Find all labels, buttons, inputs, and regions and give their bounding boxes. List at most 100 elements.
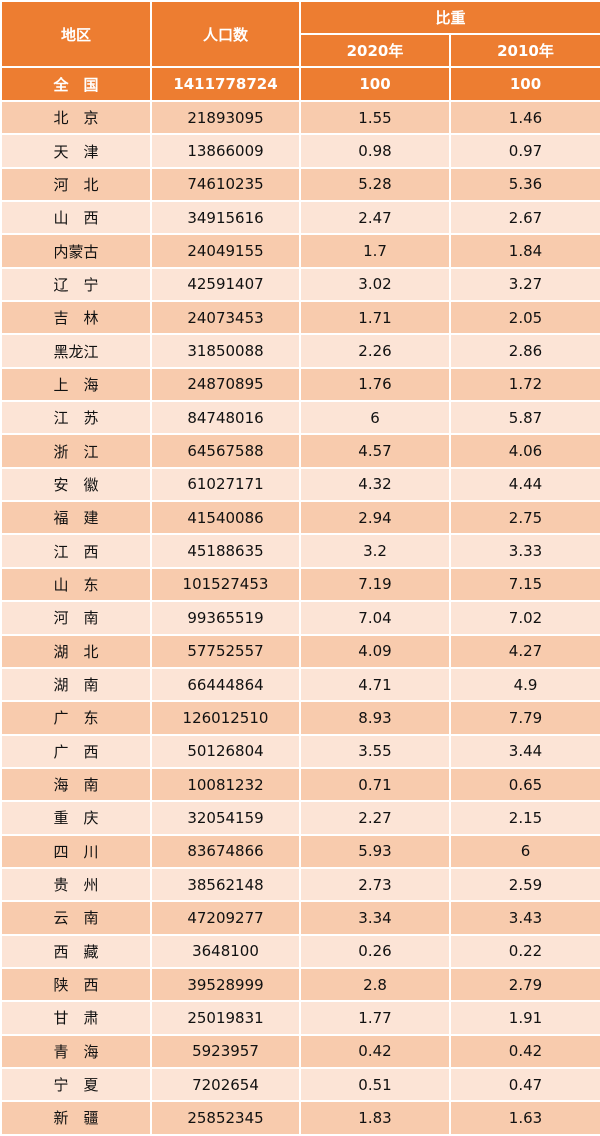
share-2020-cell: 2.94: [299, 500, 451, 536]
table-row: 湖 南 66444864 4.71 4.9: [0, 666, 600, 703]
table-row: 河 北 74610235 5.28 5.36: [0, 166, 600, 203]
table-row: 重 庆 32054159 2.27 2.15: [0, 800, 600, 836]
population-cell: 10081232: [150, 766, 301, 803]
table-row: 湖 北 57752557 4.09 4.27: [0, 633, 600, 669]
table-row: 江 苏 84748016 6 5.87: [0, 400, 600, 436]
region-cell: 江 苏: [0, 400, 152, 436]
table-row: 北 京 21893095 1.55 1.46: [0, 99, 600, 136]
population-cell: 126012510: [150, 700, 301, 736]
share-2010-cell: 7.79: [448, 700, 600, 736]
region-cell: 黑龙江: [0, 333, 152, 369]
population-cell: 39528999: [150, 966, 301, 1003]
table-row: 江 西 45188635 3.2 3.33: [0, 533, 600, 569]
share-2010-cell: 1.63: [448, 1100, 600, 1136]
share-2010-cell: 0.22: [448, 933, 600, 969]
region-cell: 陕 西: [0, 966, 152, 1003]
region-cell: 贵 州: [0, 866, 152, 903]
table-row: 西 藏 3648100 0.26 0.22: [0, 933, 600, 969]
table-row: 广 东 126012510 8.93 7.79: [0, 700, 600, 736]
share-2020-cell: 3.2: [299, 533, 451, 569]
share-2020-cell: 3.34: [299, 900, 451, 936]
population-cell: 101527453: [150, 566, 301, 603]
share-2020-cell: 2.27: [299, 800, 451, 836]
share-2010-cell: 6: [448, 833, 600, 869]
share-2020-cell: 2.26: [299, 333, 451, 369]
population-cell: 61027171: [150, 466, 301, 503]
region-cell: 山 西: [0, 200, 152, 236]
share-2010-cell: 5.87: [448, 400, 600, 436]
share-2010-cell: 7.02: [448, 600, 600, 636]
region-cell: 天 津: [0, 133, 152, 169]
share-2010-cell: 3.43: [448, 900, 600, 936]
table-row: 内蒙古 24049155 1.7 1.84: [0, 233, 600, 269]
region-cell: 重 庆: [0, 800, 152, 836]
region-cell: 湖 南: [0, 666, 152, 703]
share-2020-cell: 4.09: [299, 633, 451, 669]
share-2020-cell: 7.19: [299, 566, 451, 603]
region-cell: 云 南: [0, 900, 152, 936]
population-cell: 42591407: [150, 266, 301, 303]
region-cell: 浙 江: [0, 433, 152, 469]
population-cell: 38562148: [150, 866, 301, 903]
region-cell: 广 东: [0, 700, 152, 736]
share-2020-cell: 6: [299, 400, 451, 436]
share-2010-cell: 1.72: [448, 366, 600, 403]
share-2020-cell: 0.98: [299, 133, 451, 169]
population-cell: 24049155: [150, 233, 301, 269]
region-cell: 山 东: [0, 566, 152, 603]
share-2010-cell: 4.27: [448, 633, 600, 669]
table-row: 海 南 10081232 0.71 0.65: [0, 766, 600, 803]
share-2010-cell: 4.9: [448, 666, 600, 703]
population-cell: 74610235: [150, 166, 301, 203]
share-2010-cell: 2.86: [448, 333, 600, 369]
share-2020-cell: 1.77: [299, 1000, 451, 1036]
table-row: 山 东 101527453 7.19 7.15: [0, 566, 600, 603]
region-cell: 福 建: [0, 500, 152, 536]
population-cell: 5923957: [150, 1033, 301, 1069]
region-cell: 内蒙古: [0, 233, 152, 269]
header-region: 地区: [0, 0, 152, 68]
share-2020-cell: 2.73: [299, 866, 451, 903]
table-row: 新 疆 25852345 1.83 1.63: [0, 1100, 600, 1136]
region-cell: 上 海: [0, 366, 152, 403]
region-cell: 河 北: [0, 166, 152, 203]
share-2010-cell: 3.33: [448, 533, 600, 569]
region-cell: 湖 北: [0, 633, 152, 669]
share-2020-cell: 4.71: [299, 666, 451, 703]
population-cell: 25852345: [150, 1100, 301, 1136]
share-2020-cell: 0.42: [299, 1033, 451, 1069]
share-2020-cell: 2.8: [299, 966, 451, 1003]
share-2020-cell: 3.55: [299, 733, 451, 769]
region-cell: 西 藏: [0, 933, 152, 969]
share-2010-cell: 3.27: [448, 266, 600, 303]
table-row: 天 津 13866009 0.98 0.97: [0, 133, 600, 169]
population-cell: 99365519: [150, 600, 301, 636]
population-cell: 45188635: [150, 533, 301, 569]
population-cell: 13866009: [150, 133, 301, 169]
total-share-2020: 100: [299, 66, 451, 102]
population-cell: 21893095: [150, 99, 301, 136]
table-row: 甘 肃 25019831 1.77 1.91: [0, 1000, 600, 1036]
share-2010-cell: 2.79: [448, 966, 600, 1003]
region-cell: 辽 宁: [0, 266, 152, 303]
share-2020-cell: 2.47: [299, 200, 451, 236]
population-cell: 32054159: [150, 800, 301, 836]
table-row: 陕 西 39528999 2.8 2.79: [0, 966, 600, 1003]
population-cell: 24073453: [150, 300, 301, 336]
share-2020-cell: 0.26: [299, 933, 451, 969]
header-share: 比重: [298, 0, 600, 35]
header-population: 人口数: [150, 0, 301, 68]
population-cell: 84748016: [150, 400, 301, 436]
population-cell: 47209277: [150, 900, 301, 936]
share-2020-cell: 8.93: [299, 700, 451, 736]
share-2020-cell: 7.04: [299, 600, 451, 636]
region-cell: 四 川: [0, 833, 152, 869]
table-row: 宁 夏 7202654 0.51 0.47: [0, 1066, 600, 1103]
share-2010-cell: 1.84: [448, 233, 600, 269]
table-row: 贵 州 38562148 2.73 2.59: [0, 866, 600, 903]
table-row: 山 西 34915616 2.47 2.67: [0, 200, 600, 236]
share-2010-cell: 2.59: [448, 866, 600, 903]
population-cell: 50126804: [150, 733, 301, 769]
share-2010-cell: 5.36: [448, 166, 600, 203]
share-2020-cell: 1.55: [299, 99, 451, 136]
